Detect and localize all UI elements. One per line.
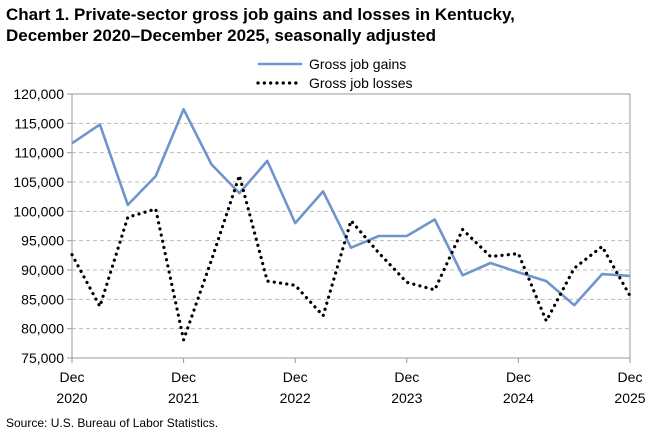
x-tick-label-year-5: 2025	[614, 390, 645, 406]
y-tick-label-0: 75,000	[21, 350, 64, 366]
source-note: Source: U.S. Bureau of Labor Statistics.	[6, 416, 219, 430]
y-tick-label-2: 85,000	[21, 291, 64, 307]
y-axis: 75,000 80,000 85,000 90,000 95,000 100,000 105…	[13, 86, 72, 366]
x-axis: Dec 2020 Dec 2021 Dec 2022 Dec 2023 Dec 2024 Dec 20…	[56, 358, 646, 406]
x-tick-label-year-3: 2023	[391, 390, 422, 406]
y-tick-label-8: 115,000	[14, 115, 64, 131]
y-tick-label-6: 105,000	[13, 174, 64, 190]
plot-area-frame	[71, 93, 631, 359]
series-line-gross-job-losses	[70, 173, 632, 342]
chart-title-line-1: Chart 1. Private-sector gross job gains …	[6, 5, 515, 24]
legend-label-0: Gross job gains	[309, 56, 406, 72]
chart-title: Chart 1. Private-sector gross job gains …	[6, 4, 656, 46]
x-tick-label-month-0: Dec	[60, 369, 85, 385]
series-line-gross-job-gains	[71, 108, 631, 307]
x-tick-label-year-4: 2024	[503, 390, 534, 406]
series-lines	[70, 108, 632, 342]
x-tick-label-month-5: Dec	[618, 369, 643, 385]
x-tick-label-month-4: Dec	[506, 369, 531, 385]
x-tick-label-month-3: Dec	[394, 369, 419, 385]
y-tick-label-3: 90,000	[21, 262, 64, 278]
x-tick-label-month-1: Dec	[171, 369, 196, 385]
gridlines	[72, 122, 630, 330]
y-tick-label-7: 110,000	[14, 145, 64, 161]
x-tick-label-year-0: 2020	[56, 390, 87, 406]
x-tick-label-year-2: 2022	[280, 390, 311, 406]
chart-title-line-2: December 2020–December 2025, seasonally …	[6, 26, 436, 45]
legend: Gross job gains Gross job losses	[256, 56, 412, 91]
y-tick-label-1: 80,000	[21, 321, 64, 337]
y-tick-label-9: 120,000	[13, 86, 64, 102]
legend-label-1: Gross job losses	[309, 75, 412, 91]
y-tick-label-5: 100,000	[13, 203, 64, 219]
y-tick-label-4: 95,000	[21, 233, 64, 249]
x-tick-label-month-2: Dec	[283, 369, 308, 385]
x-tick-label-year-1: 2021	[168, 390, 199, 406]
